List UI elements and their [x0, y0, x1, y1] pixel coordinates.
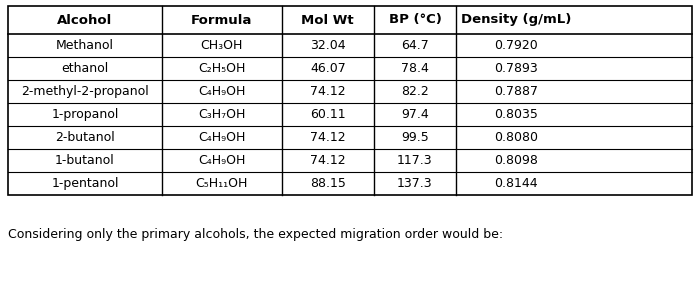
Text: Density (g/mL): Density (g/mL)	[461, 13, 571, 27]
Text: 82.2: 82.2	[401, 85, 429, 98]
Text: 74.12: 74.12	[310, 85, 346, 98]
Text: 74.12: 74.12	[310, 131, 346, 144]
Text: 0.8144: 0.8144	[494, 177, 538, 190]
Text: C₂H₅OH: C₂H₅OH	[198, 62, 246, 75]
Text: 32.04: 32.04	[310, 39, 346, 52]
Bar	[8, 6, 692, 195]
Text: BP (°C): BP (°C)	[389, 13, 442, 27]
Text: C₄H₉OH: C₄H₉OH	[198, 131, 246, 144]
Text: 60.11: 60.11	[310, 108, 346, 121]
Text: 88.15: 88.15	[310, 177, 346, 190]
Text: 0.7887: 0.7887	[494, 85, 538, 98]
Text: C₃H₇OH: C₃H₇OH	[198, 108, 246, 121]
Text: 117.3: 117.3	[397, 154, 433, 167]
Text: 0.8080: 0.8080	[494, 131, 538, 144]
Text: CH₃OH: CH₃OH	[201, 39, 243, 52]
Text: Alcohol: Alcohol	[57, 13, 113, 27]
Text: 78.4: 78.4	[401, 62, 429, 75]
Text: Considering only the primary alcohols, the expected migration order would be:: Considering only the primary alcohols, t…	[8, 228, 503, 241]
Text: ethanol: ethanol	[62, 62, 108, 75]
Text: Methanol: Methanol	[56, 39, 114, 52]
Text: 1-butanol: 1-butanol	[55, 154, 115, 167]
Text: 99.5: 99.5	[401, 131, 429, 144]
Text: 1-propanol: 1-propanol	[51, 108, 118, 121]
Text: 1-pentanol: 1-pentanol	[51, 177, 119, 190]
Text: 0.8098: 0.8098	[494, 154, 538, 167]
Text: 97.4: 97.4	[401, 108, 429, 121]
Text: C₄H₉OH: C₄H₉OH	[198, 154, 246, 167]
Text: 74.12: 74.12	[310, 154, 346, 167]
Text: C₄H₉OH: C₄H₉OH	[198, 85, 246, 98]
Text: Mol Wt: Mol Wt	[302, 13, 354, 27]
Text: 46.07: 46.07	[310, 62, 346, 75]
Text: 2-methyl-2-propanol: 2-methyl-2-propanol	[21, 85, 149, 98]
Text: 137.3: 137.3	[397, 177, 433, 190]
Text: Formula: Formula	[191, 13, 253, 27]
Text: 64.7: 64.7	[401, 39, 429, 52]
Text: 0.7893: 0.7893	[494, 62, 538, 75]
Text: 0.8035: 0.8035	[494, 108, 538, 121]
Text: 2-butanol: 2-butanol	[55, 131, 115, 144]
Text: C₅H₁₁OH: C₅H₁₁OH	[195, 177, 248, 190]
Text: 0.7920: 0.7920	[494, 39, 538, 52]
